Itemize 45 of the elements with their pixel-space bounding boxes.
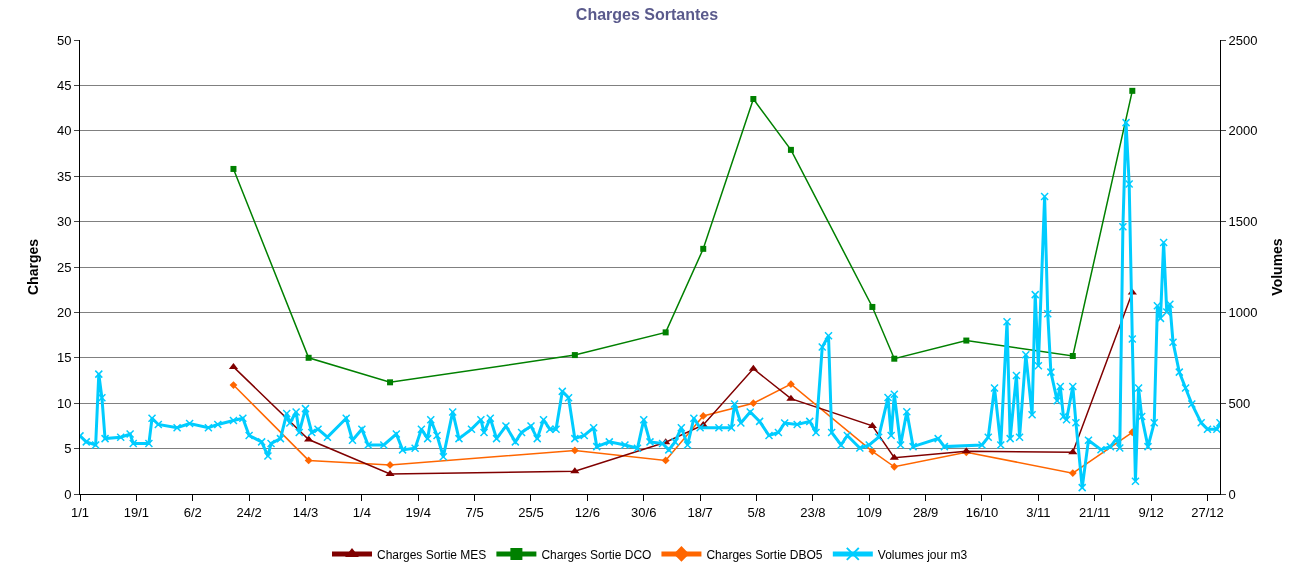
y-tick-label: 10 [56,395,72,411]
x-tick-label: 27/12 [1191,504,1224,520]
y-tick-label: 40 [56,123,72,139]
y-tick-label: 50 [56,32,72,48]
x-tick-label: 1/1 [70,504,90,520]
x-tick-label: 12/6 [574,504,601,520]
y-tick-label: 20 [56,304,72,320]
y-tick-label: 35 [56,168,72,184]
y-tick-label: 0 [64,486,72,502]
y-tick-label: 30 [56,214,72,230]
x-tick-label: 30/6 [631,504,657,520]
y-tick-label: 25 [56,259,72,275]
y-axis-title: Charges [24,238,41,296]
y2-tick-label: 1500 [1228,214,1258,230]
x-tick-label: 5/8 [747,504,766,520]
x-tick-label: 18/7 [687,504,713,520]
chart-title: Charges Sortantes [575,5,719,23]
x-tick-label: 21/11 [1078,504,1111,520]
x-tick-label: 9/12 [1138,504,1164,520]
x-tick-label: 16/10 [965,504,999,520]
y2-tick-label: 2000 [1228,123,1258,139]
legend-label: Charges Sortie MES [377,547,487,562]
x-tick-label: 10/9 [856,504,882,520]
y2-tick-label: 0 [1228,486,1236,502]
y-tick-label: 5 [64,441,72,457]
x-tick-label: 1/4 [352,504,371,520]
x-tick-label: 23/8 [800,504,826,520]
x-tick-label: 19/4 [405,504,431,520]
y2-tick-label: 1000 [1228,304,1258,320]
x-tick-label: 25/5 [518,504,544,520]
y-tick-label: 15 [56,350,72,366]
x-tick-label: 6/2 [183,504,202,520]
y2-tick-label: 2500 [1228,32,1258,48]
legend-label: Charges Sortie DBO5 [706,547,823,562]
x-tick-label: 19/1 [123,504,150,520]
y2-tick-label: 500 [1228,395,1251,411]
legend-label: Charges Sortie DCO [541,547,652,562]
x-tick-label: 24/2 [236,504,262,520]
x-tick-label: 28/9 [912,504,939,520]
y2-axis-title: Volumes [1268,238,1285,296]
x-tick-label: 14/3 [292,504,319,520]
y-tick-label: 45 [56,77,72,93]
x-tick-label: 7/5 [465,504,484,520]
legend-label: Volumes jour m3 [877,547,968,562]
x-tick-label: 3/11 [1026,504,1051,520]
